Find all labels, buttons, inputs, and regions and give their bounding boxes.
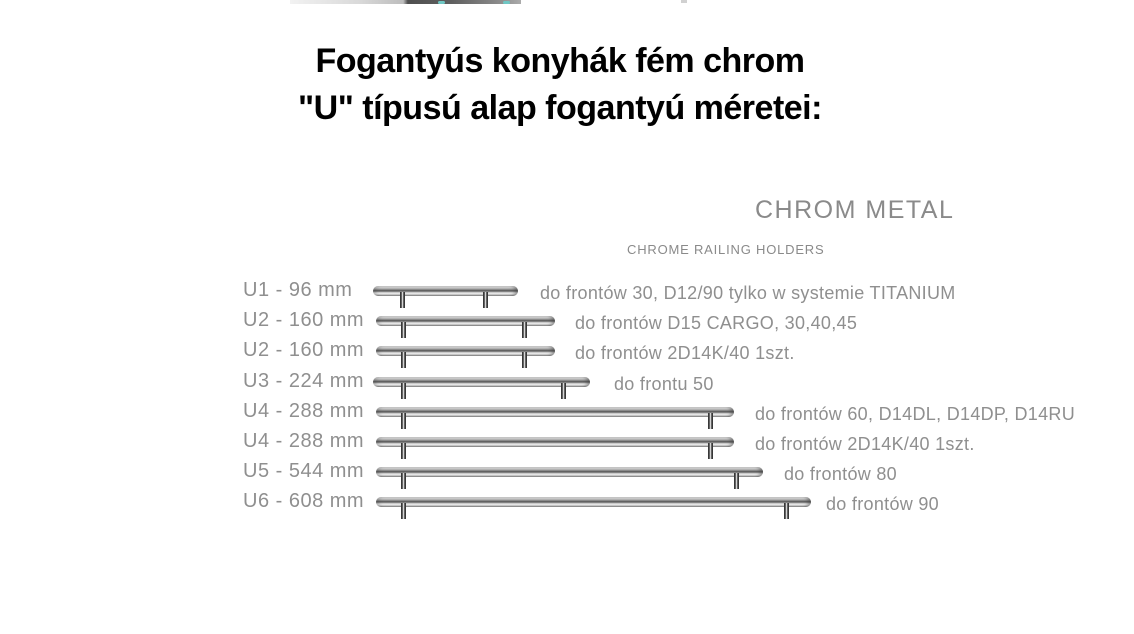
handle-row-u2a: U2 - 160 mm do frontów D15 CARGO, 30,40,… [0, 308, 1134, 338]
handle-size-label: U1 - 96 mm [243, 279, 353, 301]
handle-description: do frontów 2D14K/40 1szt. [755, 434, 975, 454]
handle-row-u4a: U4 - 288 mm do frontów 60, D14DL, D14DP,… [0, 399, 1134, 429]
handle-post-icon [401, 413, 406, 429]
handle-row-u1: U1 - 96 mm do frontów 30, D12/90 tylko w… [0, 278, 1134, 308]
handle-bar-icon [373, 286, 518, 296]
handle-description: do frontów D15 CARGO, 30,40,45 [575, 313, 858, 333]
section-heading: CHROM METAL [755, 196, 955, 224]
teal-spot-icon [438, 1, 445, 4]
handle-bar-icon [376, 467, 763, 477]
handle-post-icon [400, 292, 405, 308]
handle-bar-icon [376, 497, 811, 507]
handle-description: do frontów 90 [826, 494, 939, 514]
handle-post-icon [561, 383, 566, 399]
handle-size-label: U4 - 288 mm [243, 400, 365, 422]
handle-post-icon [483, 292, 488, 308]
handle-row-u5: U5 - 544 mm do frontów 80 [0, 459, 1134, 489]
page-title: Fogantyús konyhák fém chrom "U" típusú a… [127, 38, 993, 132]
handle-bar-icon [376, 316, 555, 326]
handle-post-icon [401, 352, 406, 368]
handle-bar-icon [376, 437, 734, 447]
teal-spot-icon [503, 1, 510, 4]
handle-bar-icon [376, 346, 555, 356]
handle-post-icon [708, 413, 713, 429]
handle-post-icon [401, 322, 406, 338]
section-subheading: CHROME RAILING HOLDERS [627, 242, 825, 257]
handle-post-icon [708, 443, 713, 459]
handle-size-label: U6 - 608 mm [243, 490, 365, 512]
handle-description: do frontów 2D14K/40 1szt. [575, 343, 795, 363]
handle-bar-icon [376, 407, 734, 417]
cropped-image-fragment [290, 0, 521, 4]
handle-size-label: U3 - 224 mm [243, 370, 365, 392]
handle-description: do frontów 80 [784, 464, 897, 484]
handle-row-u6: U6 - 608 mm do frontów 90 [0, 489, 1134, 519]
handle-bar-icon [373, 377, 590, 387]
handle-post-icon [522, 352, 527, 368]
handle-description: do frontów 30, D12/90 tylko w systemie T… [540, 283, 956, 303]
handle-row-u2b: U2 - 160 mm do frontów 2D14K/40 1szt. [0, 338, 1134, 368]
handle-description: do frontów 60, D14DL, D14DP, D14RU [755, 404, 1076, 424]
page-title-line1: Fogantyús konyhák fém chrom [315, 42, 805, 80]
handle-size-label: U2 - 160 mm [243, 339, 365, 361]
handle-row-u4b: U4 - 288 mm do frontów 2D14K/40 1szt. [0, 429, 1134, 459]
handle-size-label: U5 - 544 mm [243, 460, 365, 482]
handle-post-icon [401, 473, 406, 489]
handle-size-label: U2 - 160 mm [243, 309, 365, 331]
handle-description: do frontu 50 [614, 374, 714, 394]
handle-post-icon [401, 383, 406, 399]
cropped-corner-fragment [681, 0, 687, 3]
handle-post-icon [401, 443, 406, 459]
handle-post-icon [734, 473, 739, 489]
handle-post-icon [784, 503, 789, 519]
handle-size-label: U4 - 288 mm [243, 430, 365, 452]
handle-row-u3: U3 - 224 mm do frontu 50 [0, 369, 1134, 399]
handle-post-icon [401, 503, 406, 519]
handle-post-icon [522, 322, 527, 338]
page-title-line2: "U" típusú alap fogantyú méretei: [298, 89, 822, 127]
